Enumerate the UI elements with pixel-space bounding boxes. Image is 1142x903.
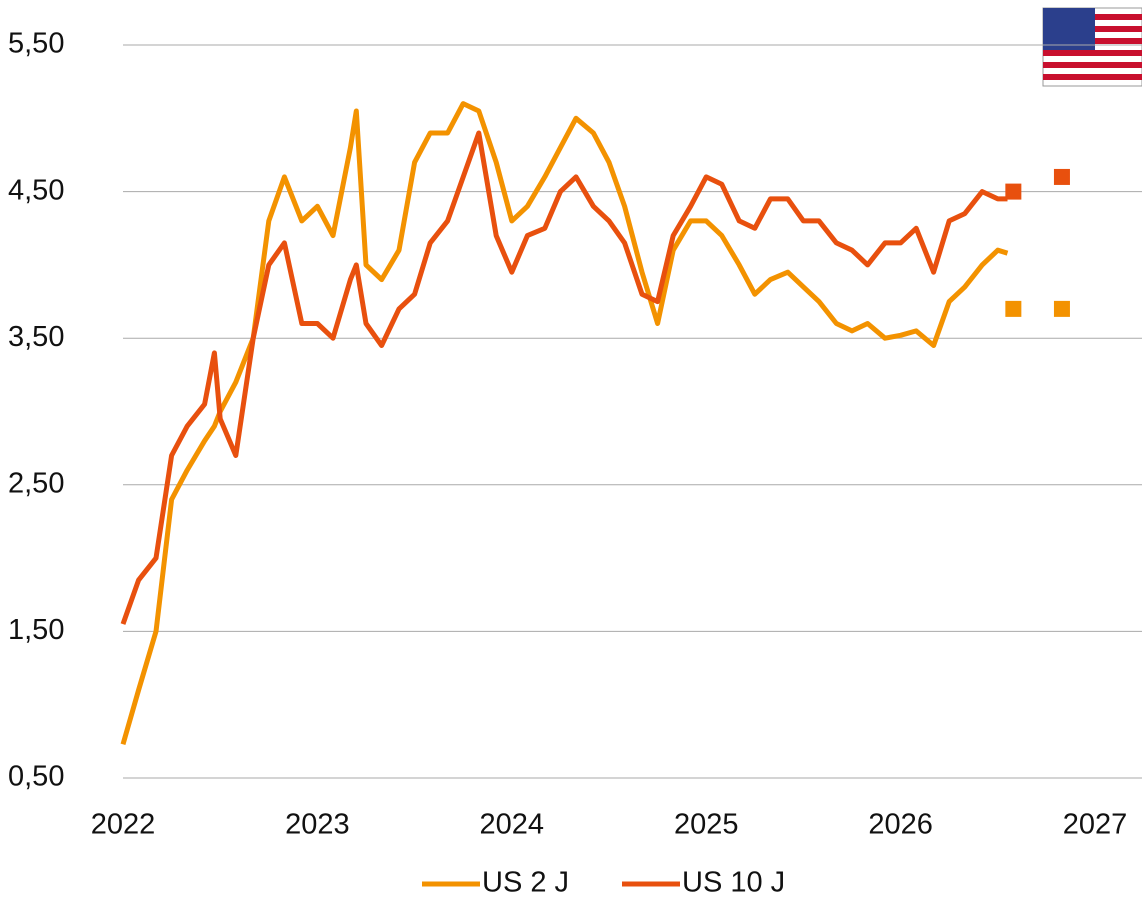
- legend-label: US 10 J: [682, 867, 785, 899]
- y-tick-label: 2,50: [8, 467, 64, 499]
- forecast-marker: [1005, 300, 1022, 317]
- x-tick-label: 2026: [868, 809, 933, 841]
- y-tick-label: 3,50: [8, 321, 64, 353]
- y-tick-label: 0,50: [8, 761, 64, 793]
- x-tick-label: 2025: [674, 809, 739, 841]
- series-line: [120, 101, 1009, 745]
- forecast-marker: [1053, 300, 1070, 317]
- series-line: [120, 130, 1008, 625]
- y-tick-label: 1,50: [8, 614, 64, 646]
- x-tick-label: 2027: [1063, 809, 1128, 841]
- y-tick-label: 4,50: [8, 174, 64, 206]
- x-tick-label: 2024: [480, 809, 545, 841]
- y-tick-label: 5,50: [8, 28, 64, 60]
- flag-icon: [1042, 7, 1142, 87]
- x-tick-label: 2022: [91, 809, 156, 841]
- forecast-marker: [1053, 168, 1070, 185]
- forecast-marker: [1005, 183, 1022, 200]
- x-tick-label: 2023: [285, 809, 350, 841]
- legend-label: US 2 J: [482, 867, 569, 899]
